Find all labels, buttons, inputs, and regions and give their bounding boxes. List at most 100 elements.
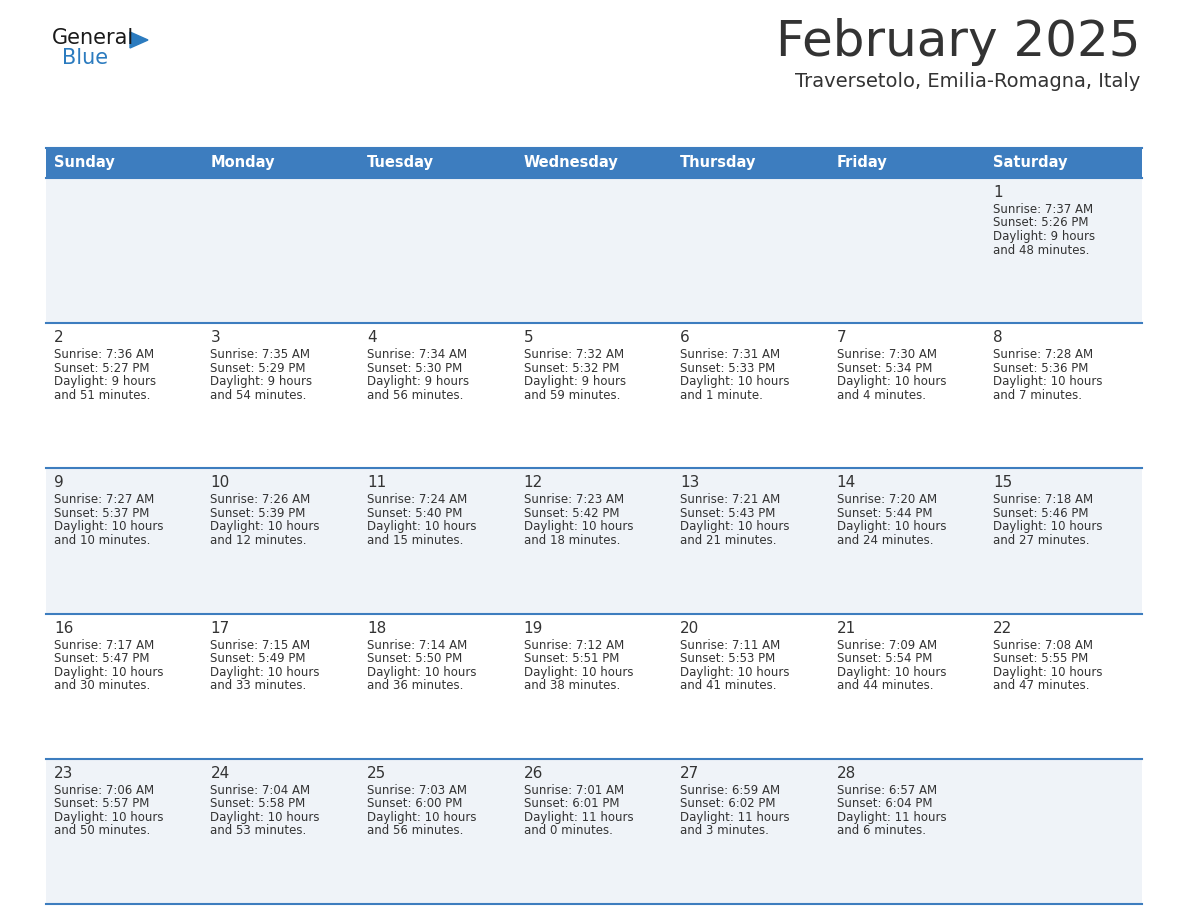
Bar <box>46 148 203 178</box>
Text: Daylight: 10 hours: Daylight: 10 hours <box>680 375 790 388</box>
Text: Sunset: 5:32 PM: Sunset: 5:32 PM <box>524 362 619 375</box>
Text: Sunset: 5:40 PM: Sunset: 5:40 PM <box>367 507 462 520</box>
Bar <box>46 178 1142 323</box>
Text: Sunrise: 6:59 AM: Sunrise: 6:59 AM <box>680 784 781 797</box>
Text: 7: 7 <box>836 330 846 345</box>
Text: and 10 minutes.: and 10 minutes. <box>53 534 150 547</box>
Text: 17: 17 <box>210 621 229 635</box>
Text: Daylight: 10 hours: Daylight: 10 hours <box>836 521 946 533</box>
Text: 12: 12 <box>524 476 543 490</box>
Text: Sunrise: 7:37 AM: Sunrise: 7:37 AM <box>993 203 1093 216</box>
Text: Sunset: 5:55 PM: Sunset: 5:55 PM <box>993 652 1088 666</box>
Text: Sunset: 6:00 PM: Sunset: 6:00 PM <box>367 798 462 811</box>
Text: Daylight: 9 hours: Daylight: 9 hours <box>210 375 312 388</box>
Text: Sunset: 5:42 PM: Sunset: 5:42 PM <box>524 507 619 520</box>
Bar <box>46 759 1142 904</box>
Text: Sunrise: 7:15 AM: Sunrise: 7:15 AM <box>210 639 310 652</box>
Text: 9: 9 <box>53 476 64 490</box>
Text: 20: 20 <box>680 621 700 635</box>
Text: Daylight: 10 hours: Daylight: 10 hours <box>993 521 1102 533</box>
Text: Daylight: 10 hours: Daylight: 10 hours <box>993 375 1102 388</box>
Text: Sunset: 5:46 PM: Sunset: 5:46 PM <box>993 507 1088 520</box>
Text: Sunset: 5:51 PM: Sunset: 5:51 PM <box>524 652 619 666</box>
Text: and 47 minutes.: and 47 minutes. <box>993 679 1089 692</box>
Text: Sunrise: 7:35 AM: Sunrise: 7:35 AM <box>210 348 310 361</box>
Text: 16: 16 <box>53 621 74 635</box>
Bar <box>359 148 516 178</box>
Text: 27: 27 <box>680 766 700 781</box>
Text: Sunday: Sunday <box>53 155 114 171</box>
Bar <box>829 148 985 178</box>
Text: Saturday: Saturday <box>993 155 1068 171</box>
Text: Tuesday: Tuesday <box>367 155 434 171</box>
Text: Sunset: 5:26 PM: Sunset: 5:26 PM <box>993 217 1088 230</box>
Text: February 2025: February 2025 <box>776 18 1140 66</box>
Text: Sunset: 5:39 PM: Sunset: 5:39 PM <box>210 507 305 520</box>
Text: 21: 21 <box>836 621 855 635</box>
Text: Daylight: 9 hours: Daylight: 9 hours <box>367 375 469 388</box>
Text: Sunset: 5:47 PM: Sunset: 5:47 PM <box>53 652 150 666</box>
Text: and 6 minutes.: and 6 minutes. <box>836 824 925 837</box>
Text: Daylight: 11 hours: Daylight: 11 hours <box>836 811 947 823</box>
Text: 23: 23 <box>53 766 74 781</box>
Text: Sunrise: 6:57 AM: Sunrise: 6:57 AM <box>836 784 937 797</box>
Text: 5: 5 <box>524 330 533 345</box>
Text: and 18 minutes.: and 18 minutes. <box>524 534 620 547</box>
Text: Sunset: 5:43 PM: Sunset: 5:43 PM <box>680 507 776 520</box>
Text: Sunrise: 7:23 AM: Sunrise: 7:23 AM <box>524 493 624 507</box>
Text: and 21 minutes.: and 21 minutes. <box>680 534 777 547</box>
Text: 28: 28 <box>836 766 855 781</box>
Text: Sunset: 5:37 PM: Sunset: 5:37 PM <box>53 507 150 520</box>
Text: General: General <box>52 28 134 48</box>
Text: Thursday: Thursday <box>680 155 757 171</box>
Text: 2: 2 <box>53 330 63 345</box>
Text: Sunrise: 7:12 AM: Sunrise: 7:12 AM <box>524 639 624 652</box>
Text: 26: 26 <box>524 766 543 781</box>
Text: 4: 4 <box>367 330 377 345</box>
Text: Daylight: 10 hours: Daylight: 10 hours <box>524 521 633 533</box>
Text: Sunset: 6:04 PM: Sunset: 6:04 PM <box>836 798 933 811</box>
Text: 19: 19 <box>524 621 543 635</box>
Bar <box>46 613 1142 759</box>
Text: Daylight: 10 hours: Daylight: 10 hours <box>367 521 476 533</box>
Text: Sunrise: 7:30 AM: Sunrise: 7:30 AM <box>836 348 936 361</box>
Text: Sunset: 5:57 PM: Sunset: 5:57 PM <box>53 798 150 811</box>
Text: Daylight: 10 hours: Daylight: 10 hours <box>836 666 946 678</box>
Text: and 56 minutes.: and 56 minutes. <box>367 824 463 837</box>
Text: Daylight: 10 hours: Daylight: 10 hours <box>53 666 163 678</box>
Text: and 44 minutes.: and 44 minutes. <box>836 679 934 692</box>
Text: Sunrise: 7:26 AM: Sunrise: 7:26 AM <box>210 493 310 507</box>
Text: Sunset: 5:27 PM: Sunset: 5:27 PM <box>53 362 150 375</box>
Text: Traversetolo, Emilia-Romagna, Italy: Traversetolo, Emilia-Romagna, Italy <box>795 72 1140 91</box>
Text: Daylight: 10 hours: Daylight: 10 hours <box>524 666 633 678</box>
Text: Sunrise: 7:14 AM: Sunrise: 7:14 AM <box>367 639 467 652</box>
Text: Sunset: 5:30 PM: Sunset: 5:30 PM <box>367 362 462 375</box>
Text: 8: 8 <box>993 330 1003 345</box>
Text: and 50 minutes.: and 50 minutes. <box>53 824 150 837</box>
Text: and 56 minutes.: and 56 minutes. <box>367 388 463 402</box>
Text: Daylight: 10 hours: Daylight: 10 hours <box>680 521 790 533</box>
Text: and 41 minutes.: and 41 minutes. <box>680 679 777 692</box>
Text: Sunrise: 7:11 AM: Sunrise: 7:11 AM <box>680 639 781 652</box>
Bar <box>516 148 672 178</box>
Text: and 12 minutes.: and 12 minutes. <box>210 534 307 547</box>
Text: and 53 minutes.: and 53 minutes. <box>210 824 307 837</box>
Text: Sunrise: 7:21 AM: Sunrise: 7:21 AM <box>680 493 781 507</box>
Text: Sunrise: 7:36 AM: Sunrise: 7:36 AM <box>53 348 154 361</box>
Text: Daylight: 10 hours: Daylight: 10 hours <box>993 666 1102 678</box>
Text: Sunset: 5:58 PM: Sunset: 5:58 PM <box>210 798 305 811</box>
Text: and 33 minutes.: and 33 minutes. <box>210 679 307 692</box>
Text: Sunrise: 7:01 AM: Sunrise: 7:01 AM <box>524 784 624 797</box>
Text: Sunset: 5:29 PM: Sunset: 5:29 PM <box>210 362 305 375</box>
Bar <box>203 148 359 178</box>
Text: 14: 14 <box>836 476 855 490</box>
Bar <box>46 323 1142 468</box>
Text: 22: 22 <box>993 621 1012 635</box>
Text: 11: 11 <box>367 476 386 490</box>
Text: Sunrise: 7:18 AM: Sunrise: 7:18 AM <box>993 493 1093 507</box>
Text: Sunrise: 7:32 AM: Sunrise: 7:32 AM <box>524 348 624 361</box>
Text: and 30 minutes.: and 30 minutes. <box>53 679 150 692</box>
Text: Sunset: 5:54 PM: Sunset: 5:54 PM <box>836 652 933 666</box>
Text: Sunset: 6:02 PM: Sunset: 6:02 PM <box>680 798 776 811</box>
Text: 25: 25 <box>367 766 386 781</box>
